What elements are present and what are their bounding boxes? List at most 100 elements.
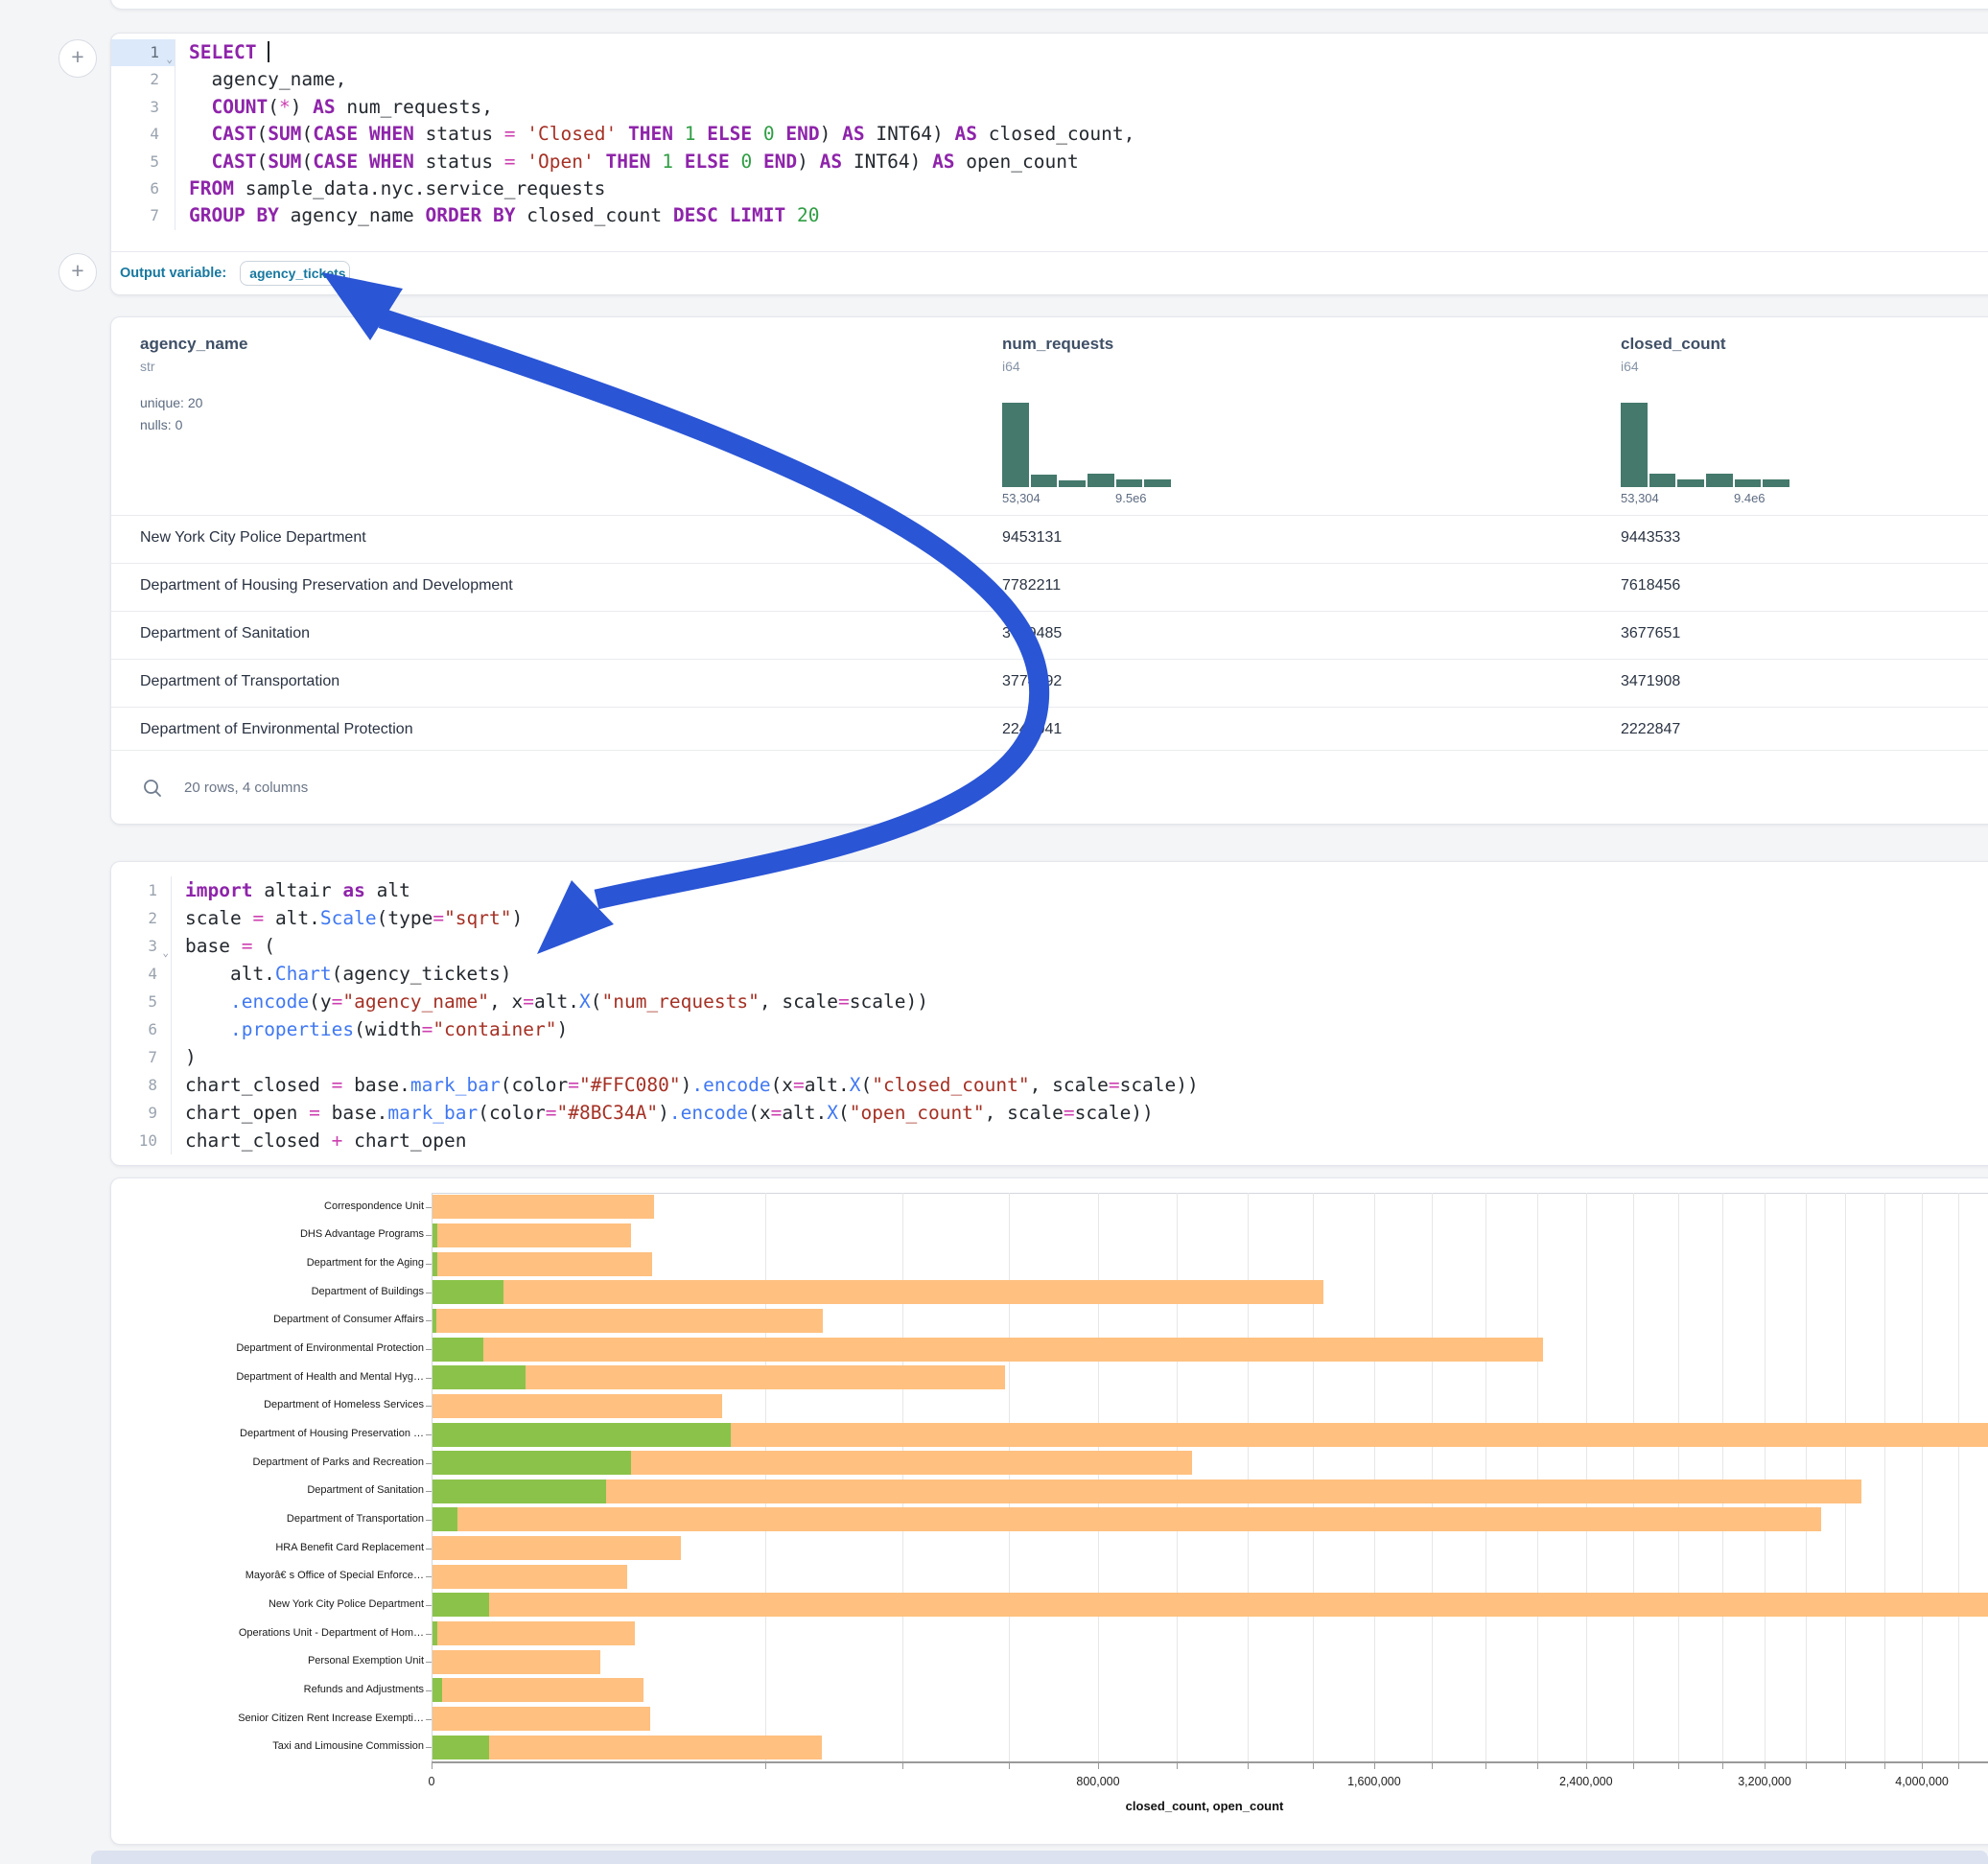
y-axis-label: HRA Benefit Card Replacement (110, 1542, 424, 1553)
y-axis-label: Department of Housing Preservation … (110, 1428, 424, 1439)
column-histogram (1621, 399, 1789, 487)
code-line[interactable]: 1⌄SELECT (111, 39, 1988, 66)
table-row[interactable]: New York City Police Department945313194… (111, 515, 1988, 563)
gridline (1958, 1193, 1959, 1761)
gridline (1009, 1193, 1010, 1761)
bar-closed_count (433, 1252, 652, 1276)
column-header-agency_name[interactable]: agency_namestr (140, 335, 247, 374)
x-axis-tick (1537, 1763, 1538, 1769)
x-axis-tick-label: 3,200,000 (1738, 1775, 1791, 1788)
code-line[interactable]: 8chart_closed = base.mark_bar(color="#FF… (111, 1071, 1988, 1099)
table-row[interactable]: Department of Sanitation37494853677651 (111, 611, 1988, 659)
bar-open_count (433, 1480, 606, 1503)
bar-closed_count (433, 1338, 1543, 1362)
line-number: 5 (111, 988, 172, 1015)
x-axis-tick (1678, 1763, 1679, 1769)
table-row[interactable]: Department of Environmental Protection22… (111, 707, 1988, 755)
bar-closed_count (433, 1195, 654, 1219)
code-line[interactable]: 3 COUNT(*) AS num_requests, (111, 94, 1988, 121)
bar-closed_count (433, 1394, 722, 1418)
column-histogram (1002, 399, 1171, 487)
code-line[interactable]: 5 CAST(SUM(CASE WHEN status = 'Open' THE… (111, 149, 1988, 175)
code-line[interactable]: 2 agency_name, (111, 66, 1988, 93)
text-cursor (268, 41, 269, 62)
code-line[interactable]: 2scale = alt.Scale(type="sqrt") (111, 904, 1988, 932)
x-axis-tick (1806, 1763, 1807, 1769)
line-number: 4 (111, 960, 172, 988)
add-cell-button[interactable]: + (58, 253, 97, 291)
column-header-closed_count[interactable]: closed_counti64 (1621, 335, 1726, 374)
code-line[interactable]: 7) (111, 1043, 1988, 1071)
x-axis-tick (902, 1763, 903, 1769)
chart-output: agency_name closed_count, open_count Cor… (110, 1177, 1988, 1845)
code-line[interactable]: 10chart_closed + chart_open (111, 1127, 1988, 1154)
table-row[interactable]: Department of Transportation377489234719… (111, 659, 1988, 707)
code-line[interactable]: 4 CAST(SUM(CASE WHEN status = 'Closed' T… (111, 121, 1988, 148)
bar-open_count (433, 1621, 437, 1645)
y-axis-label: Correspondence Unit (110, 1200, 424, 1212)
y-axis-label: Operations Unit - Department of Hom… (110, 1627, 424, 1639)
code-line[interactable]: 3⌄base = ( (111, 932, 1988, 960)
x-axis-tick (1177, 1763, 1178, 1769)
y-axis-tick (426, 1235, 432, 1236)
bar-open_count (433, 1365, 526, 1389)
gridline (1806, 1193, 1807, 1761)
gridline (1248, 1193, 1249, 1761)
line-number: 3⌄ (111, 932, 172, 960)
code-line[interactable]: 4 alt.Chart(agency_tickets) (111, 960, 1988, 988)
y-axis-tick (426, 1690, 432, 1691)
code-line[interactable]: 5 .encode(y="agency_name", x=alt.X("num_… (111, 988, 1988, 1015)
output-variable-tag[interactable]: agency_tickets (240, 261, 350, 286)
line-number: 3 (111, 94, 175, 121)
y-axis-label: Department of Transportation (110, 1513, 424, 1525)
table-cell: Department of Housing Preservation and D… (140, 577, 513, 594)
x-axis-tick-label: 0 (429, 1775, 435, 1788)
x-axis-tick-label: 1,600,000 (1347, 1775, 1401, 1788)
y-axis-label: Department of Sanitation (110, 1484, 424, 1496)
code-line[interactable]: 6FROM sample_data.nyc.service_requests (111, 175, 1988, 202)
output-variable-label: Output variable: (120, 266, 226, 281)
y-axis-label: Taxi and Limousine Commission (110, 1740, 424, 1752)
y-axis-label: New York City Police Department (110, 1598, 424, 1610)
x-axis-tick (432, 1763, 433, 1769)
table-body: New York City Police Department945313194… (111, 515, 1988, 755)
bar-closed_count (433, 1593, 1988, 1617)
line-number: 1⌄ (111, 39, 175, 66)
x-axis-tick (1922, 1763, 1923, 1769)
code-line[interactable]: 9chart_open = base.mark_bar(color="#8BC3… (111, 1099, 1988, 1127)
python-code-editor[interactable]: 1import altair as alt2scale = alt.Scale(… (111, 871, 1988, 1156)
bar-open_count (433, 1223, 437, 1247)
code-line[interactable]: 1import altair as alt (111, 876, 1988, 904)
table-cell: Department of Transportation (140, 673, 339, 690)
table-cell: 3749485 (1002, 625, 1062, 642)
column-name: num_requests (1002, 335, 1113, 354)
add-cell-button[interactable]: + (58, 39, 97, 78)
search-icon[interactable] (142, 778, 163, 799)
table-cell: 7618456 (1621, 577, 1680, 594)
gridline (1922, 1193, 1923, 1761)
gridline (1098, 1193, 1099, 1761)
y-axis-label: Mayorâ€ s Office of Special Enforce… (110, 1570, 424, 1581)
sql-code-editor[interactable]: 1⌄SELECT 2 agency_name,3 COUNT(*) AS num… (111, 34, 1988, 232)
y-axis-tick (426, 1491, 432, 1492)
column-header-num_requests[interactable]: num_requestsi64 (1002, 335, 1113, 374)
code-line[interactable]: 6 .properties(width="container") (111, 1015, 1988, 1043)
gridline (765, 1193, 766, 1761)
code-line[interactable]: 7GROUP BY agency_name ORDER BY closed_co… (111, 202, 1988, 229)
y-axis-tick (426, 1463, 432, 1464)
chart-x-axis-title: closed_count, open_count (1126, 1799, 1284, 1813)
x-axis-tick (765, 1763, 766, 1769)
x-axis-tick-label: 4,000,000 (1895, 1775, 1949, 1788)
table-row[interactable]: Department of Housing Preservation and D… (111, 563, 1988, 611)
gridline (1177, 1193, 1178, 1761)
line-number: 7 (111, 1043, 172, 1071)
table-cell: 3774892 (1002, 673, 1062, 690)
x-axis-line (432, 1761, 1988, 1763)
gridline (1586, 1193, 1587, 1761)
x-axis-tick (1765, 1763, 1766, 1769)
bar-open_count (433, 1252, 437, 1276)
table-cell: 9453131 (1002, 529, 1062, 547)
table-cell: 2222847 (1621, 721, 1680, 738)
y-axis-domain (432, 1193, 433, 1761)
output-variable-row: Output variable: agency_tickets (111, 251, 1988, 294)
